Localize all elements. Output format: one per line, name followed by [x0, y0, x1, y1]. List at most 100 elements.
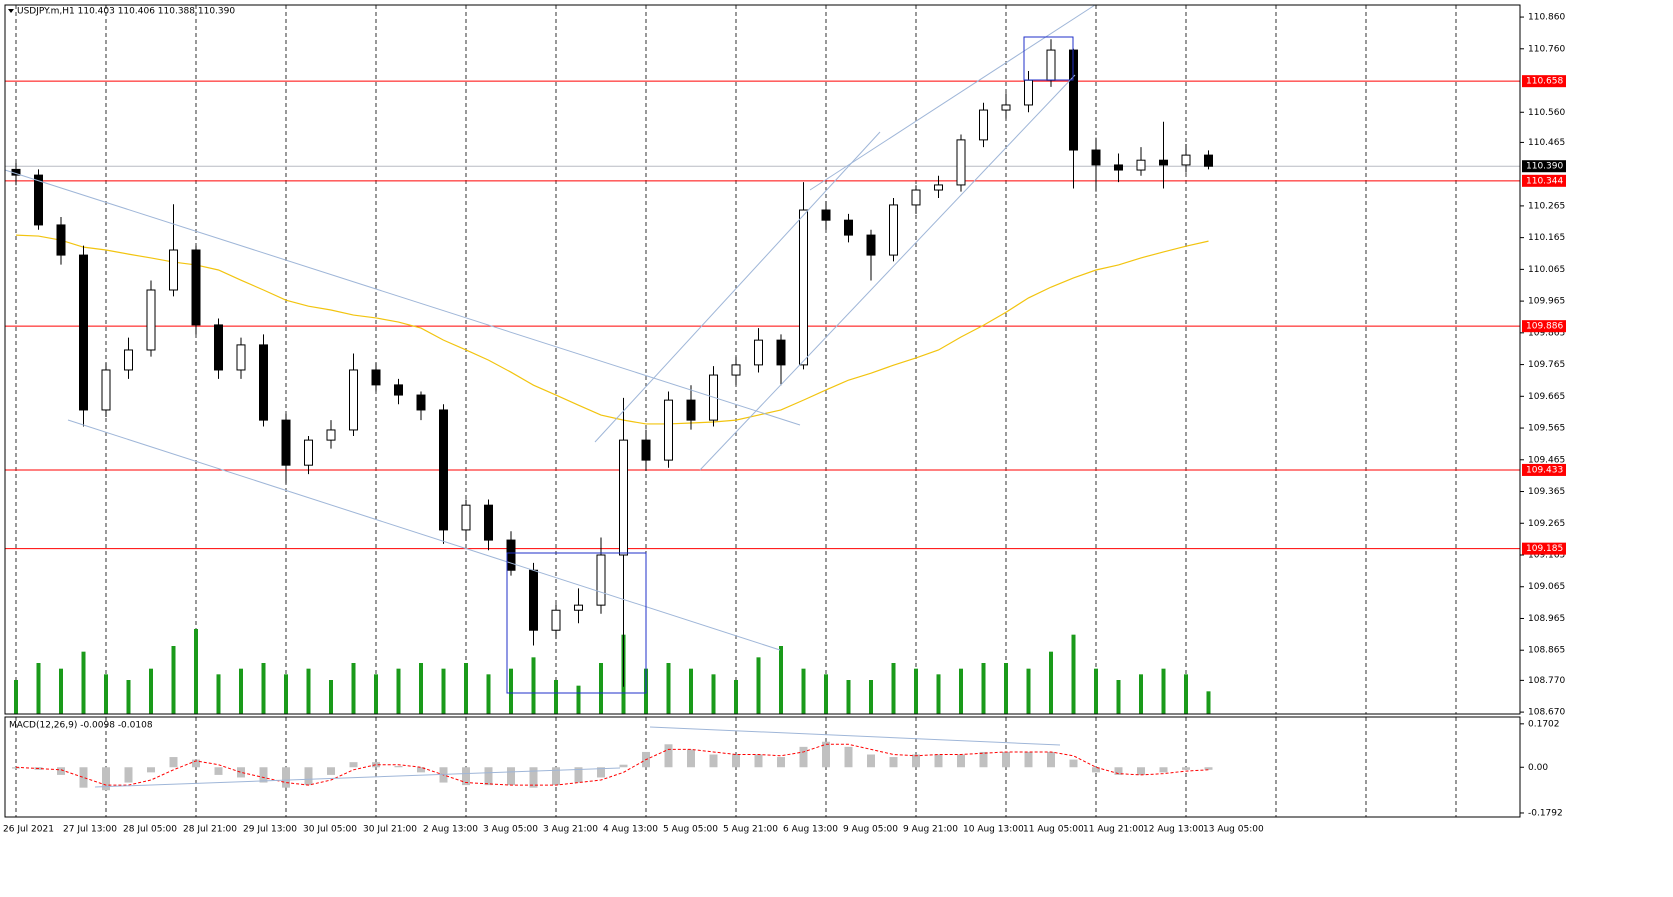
macd-bar — [372, 762, 380, 768]
volume-bar — [239, 668, 243, 714]
volume-bar — [1004, 663, 1008, 714]
x-tick-label: 9 Aug 21:00 — [903, 825, 958, 835]
macd-bar — [327, 767, 335, 775]
candle-body — [1091, 149, 1101, 166]
macd-bar — [867, 754, 875, 768]
y-tick-label: 110.465 — [1528, 138, 1565, 148]
macd-bar — [979, 751, 988, 768]
macd-bar — [687, 749, 695, 768]
volume-bar — [171, 646, 176, 714]
macd-bar — [597, 767, 605, 778]
macd-title: MACD(12,26,9) -0.0098 -0.0108 — [9, 721, 153, 731]
rectangle — [1023, 36, 1074, 81]
candle-body — [911, 189, 921, 206]
x-tick-label: 13 Aug 05:00 — [1203, 825, 1264, 835]
macd-bar — [709, 754, 718, 768]
current-price-tag — [1522, 160, 1566, 173]
macd-trend-line — [94, 767, 621, 788]
candle-body — [686, 399, 696, 421]
candle-body — [754, 339, 763, 366]
volume-bar — [981, 663, 986, 714]
candle-body — [799, 209, 808, 366]
volume-bar — [711, 674, 716, 714]
macd-bar — [934, 754, 943, 768]
macd-bar — [1002, 751, 1010, 768]
current-price-label: 110.390 — [1526, 162, 1563, 172]
volume-bar — [959, 668, 963, 714]
candle-body — [641, 439, 651, 461]
candle-body — [1024, 79, 1033, 106]
candle-body — [529, 569, 538, 631]
trend-line — [699, 74, 1076, 471]
volume-bar — [914, 668, 918, 714]
candle-body — [1001, 104, 1011, 111]
y-tick-label: 110.760 — [1528, 44, 1565, 54]
macd-bar — [754, 754, 763, 768]
candle-body — [281, 419, 291, 466]
level-tag — [1522, 320, 1566, 333]
volume-bar — [801, 668, 806, 714]
y-tick-label: 110.560 — [1528, 108, 1565, 118]
macd-bar — [12, 767, 20, 769]
candle-body — [416, 394, 426, 411]
trend-line — [4, 169, 801, 426]
volume-bar — [869, 680, 873, 714]
volume-bar — [351, 663, 356, 714]
candle-body — [394, 384, 403, 396]
macd-bar — [124, 767, 133, 783]
drawings — [4, 4, 1096, 788]
trend-line — [594, 131, 881, 443]
macd-bar — [462, 767, 470, 786]
candle-body — [934, 184, 943, 191]
x-tick-label: 9 Aug 05:00 — [843, 825, 898, 835]
macd-bar — [417, 767, 425, 773]
macd-bar — [282, 767, 290, 788]
candle-body — [461, 504, 471, 531]
volume-bar — [846, 680, 851, 714]
volume-bar — [756, 657, 761, 714]
candle-body — [619, 439, 628, 556]
candle-body — [146, 289, 156, 351]
y-tick-label: 110.265 — [1528, 201, 1565, 211]
candle-body — [776, 339, 786, 366]
macd-bar — [259, 767, 268, 783]
x-tick-label: 3 Aug 21:00 — [543, 825, 598, 835]
macd-signal — [15, 743, 1209, 786]
volume-bar — [464, 663, 468, 714]
macd-bar — [574, 767, 583, 783]
macd-bar — [799, 746, 808, 768]
x-tick-label: 12 Aug 13:00 — [1143, 825, 1204, 835]
y-tick-label: 110.165 — [1528, 233, 1565, 243]
macd-bar — [192, 759, 200, 768]
volume-bar — [194, 629, 198, 714]
x-tick-label: 11 Aug 21:00 — [1083, 825, 1144, 835]
volume-bar — [284, 674, 288, 714]
volume-bar — [216, 674, 221, 714]
volume-bar — [779, 646, 783, 714]
candle-body — [439, 409, 448, 531]
candle-body — [484, 504, 493, 541]
x-tick-label: 6 Aug 13:00 — [783, 825, 838, 835]
candle-body — [1046, 49, 1056, 81]
level-label: 109.185 — [1526, 544, 1563, 554]
x-tick-label: 4 Aug 13:00 — [603, 825, 658, 835]
candle-body — [371, 369, 381, 386]
y-tick-label: 109.765 — [1528, 360, 1565, 370]
trend-line — [809, 4, 1096, 191]
x-tick-label: 5 Aug 21:00 — [723, 825, 778, 835]
macd-bar — [394, 765, 403, 768]
volume-bar — [329, 680, 333, 714]
macd-bar — [619, 764, 628, 768]
price-pane — [4, 4, 1521, 715]
volume-bar — [1206, 691, 1211, 714]
menu-arrow[interactable] — [8, 9, 14, 13]
level-tag — [1522, 542, 1566, 555]
volume-bar — [14, 680, 18, 714]
candle-body — [1204, 154, 1213, 167]
macd-bar — [1024, 751, 1033, 768]
y-tick-label: 109.565 — [1528, 424, 1565, 434]
volume-bar — [554, 680, 558, 714]
candle-body — [506, 539, 516, 571]
macd-bar — [664, 744, 673, 768]
